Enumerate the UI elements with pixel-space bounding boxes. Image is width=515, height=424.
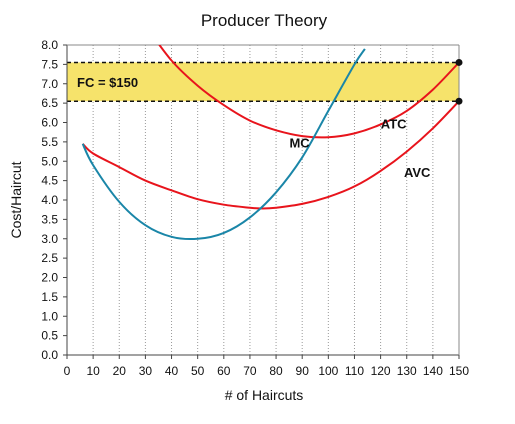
x-tick-label: 120	[371, 364, 391, 378]
y-tick-label: 2.0	[41, 271, 58, 285]
y-tick-label: 2.5	[41, 251, 58, 265]
y-tick-label: 3.5	[41, 212, 58, 226]
y-tick-label: 1.0	[41, 309, 58, 323]
y-tick-label: 0.5	[41, 329, 58, 343]
x-tick-label: 10	[86, 364, 100, 378]
x-tick-label: 150	[449, 364, 469, 378]
x-tick-label: 90	[296, 364, 310, 378]
x-tick-label: 30	[139, 364, 153, 378]
y-tick-label: 5.5	[41, 135, 58, 149]
x-tick-label: 80	[269, 364, 283, 378]
fc-label: FC = $150	[77, 75, 138, 90]
x-tick-label: 70	[243, 364, 257, 378]
y-tick-label: 8.0	[41, 38, 58, 52]
x-tick-label: 50	[191, 364, 205, 378]
end-point-marker	[455, 58, 463, 66]
y-tick-label: 7.5	[41, 57, 58, 71]
x-axis-title: # of Haircuts	[225, 387, 304, 403]
y-tick-label: 6.0	[41, 116, 58, 130]
fc-band	[67, 62, 459, 102]
y-tick-label: 4.0	[41, 193, 58, 207]
curve-label-atc: ATC	[381, 116, 407, 131]
series-line-avc	[81, 100, 459, 210]
y-tick-label: 1.5	[41, 290, 58, 304]
y-tick-label: 3.0	[41, 232, 58, 246]
curve-label-avc: AVC	[404, 165, 431, 180]
x-tick-label: 20	[113, 364, 127, 378]
x-tick-label: 60	[217, 364, 231, 378]
x-tick-label: 110	[345, 364, 364, 378]
end-point-marker	[455, 97, 463, 105]
series-line-mc	[81, 48, 366, 241]
y-tick-label: 6.5	[41, 96, 58, 110]
y-tick-label: 4.5	[41, 174, 58, 188]
x-tick-label: 40	[165, 364, 179, 378]
y-tick-label: 0.0	[41, 348, 58, 362]
x-tick-label: 0	[64, 364, 71, 378]
x-tick-label: 130	[397, 364, 417, 378]
x-tick-label: 100	[318, 364, 338, 378]
y-tick-label: 5.0	[41, 154, 58, 168]
series-line-atc	[158, 45, 459, 139]
plot-area: FC = $150 0 10 20 30 40 50 60 70 80 90 100 110 120 130…	[41, 38, 469, 378]
x-tick-label: 140	[423, 364, 443, 378]
y-axis-title: Cost/Haircut	[8, 161, 24, 238]
curve-label-mc: MC	[289, 136, 310, 151]
chart-title: Producer Theory	[201, 11, 328, 30]
y-tick-label: 7.0	[41, 77, 58, 91]
